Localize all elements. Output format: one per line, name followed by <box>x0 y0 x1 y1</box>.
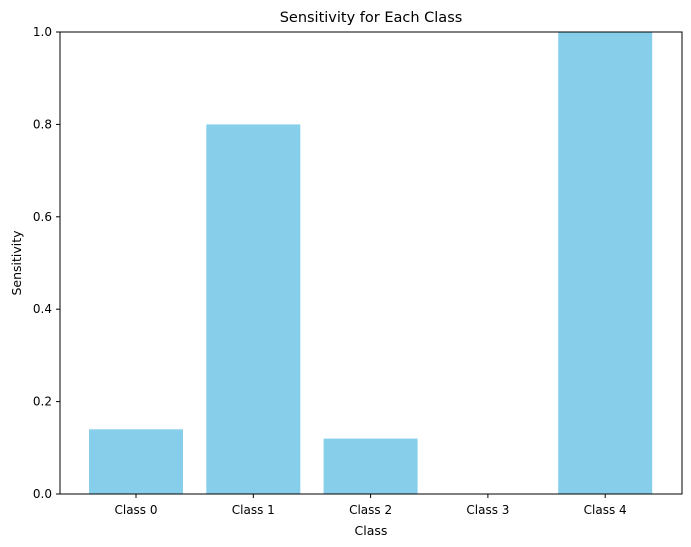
bar-class-0 <box>89 429 183 494</box>
bar-class-1 <box>206 124 301 495</box>
bars-group <box>89 32 653 495</box>
y-axis-label: Sensitivity <box>9 230 24 296</box>
x-axis-label: Class <box>355 523 388 538</box>
y-axis-ticks: 0.0 0.2 0.4 0.6 0.8 1.0 <box>33 25 60 501</box>
y-tick-label: 1.0 <box>33 25 52 39</box>
plot-frame <box>59 31 683 495</box>
y-tick-label: 0.4 <box>33 302 52 316</box>
x-tick-label: Class 3 <box>466 503 509 517</box>
chart-title: Sensitivity for Each Class <box>280 10 463 26</box>
y-tick-label: 0.0 <box>33 487 52 501</box>
y-tick-label: 0.8 <box>33 117 52 131</box>
x-tick-label: Class 4 <box>584 503 627 517</box>
y-tick-label: 0.6 <box>33 210 52 224</box>
x-tick-label: Class 0 <box>114 503 157 517</box>
bar-class-2 <box>323 438 418 494</box>
x-tick-label: Class 2 <box>349 503 392 517</box>
x-tick-label: Class 1 <box>232 503 275 517</box>
x-axis-ticks: Class 0 Class 1 Class 2 Class 3 Class 4 <box>114 494 627 517</box>
bar-class-4 <box>558 32 653 494</box>
y-tick-label: 0.2 <box>33 395 52 409</box>
